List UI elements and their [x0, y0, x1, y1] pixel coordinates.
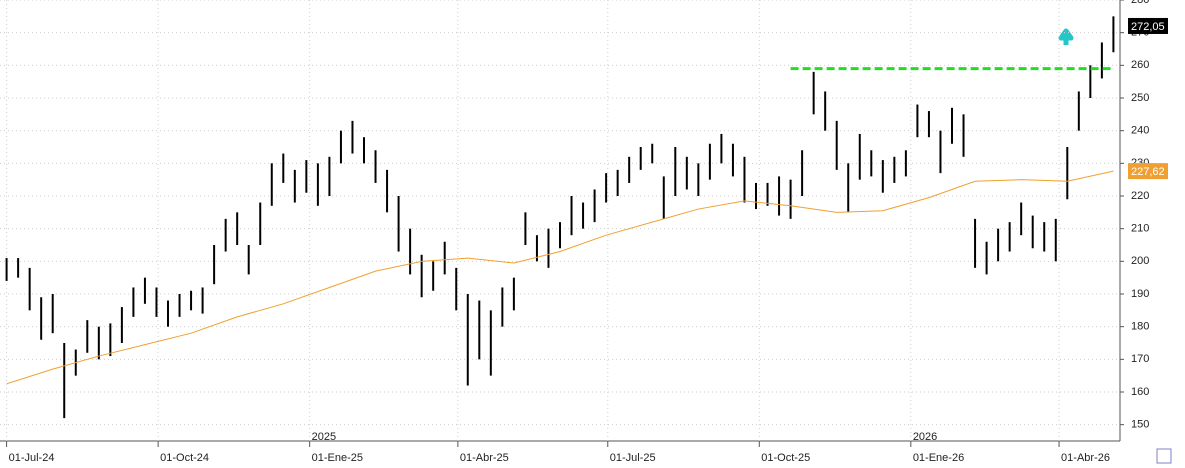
- price-label-box: [1128, 17, 1168, 34]
- y-tick-label: 190: [1131, 288, 1149, 300]
- x-tick-label: 01-Abr-25: [460, 452, 509, 464]
- up-arrow: [1058, 28, 1074, 45]
- y-tick-label: 280: [1131, 0, 1149, 6]
- price-label-box: [1128, 163, 1168, 180]
- corner-icon[interactable]: [1156, 448, 1172, 464]
- year-label: 2026: [913, 431, 937, 443]
- year-label: 2025: [312, 431, 336, 443]
- y-tick-label: 150: [1131, 419, 1149, 431]
- x-tick-label: 01-Abr-26: [1061, 452, 1110, 464]
- x-tick-label: 01-Ene-26: [913, 452, 964, 464]
- y-tick-label: 170: [1131, 353, 1149, 365]
- y-tick-label: 260: [1131, 59, 1149, 71]
- y-tick-label: 180: [1131, 321, 1149, 333]
- y-tick-label: 250: [1131, 92, 1149, 104]
- y-tick-label: 240: [1131, 125, 1149, 137]
- x-tick-label: 01-Ene-25: [312, 452, 363, 464]
- x-tick-label: 01-Oct-25: [761, 452, 810, 464]
- y-tick-label: 200: [1131, 255, 1149, 267]
- x-tick-label: 01-Jul-24: [9, 452, 55, 464]
- moving-average: [6, 170, 1114, 385]
- price-label: 227,62: [1131, 166, 1165, 178]
- y-tick-label: 210: [1131, 223, 1149, 235]
- x-tick-label: 01-Jul-25: [610, 452, 656, 464]
- y-tick-label: 160: [1131, 386, 1149, 398]
- y-tick-label: 220: [1131, 190, 1149, 202]
- price-label: 272,05: [1131, 21, 1165, 33]
- x-tick-label: 01-Oct-24: [160, 452, 209, 464]
